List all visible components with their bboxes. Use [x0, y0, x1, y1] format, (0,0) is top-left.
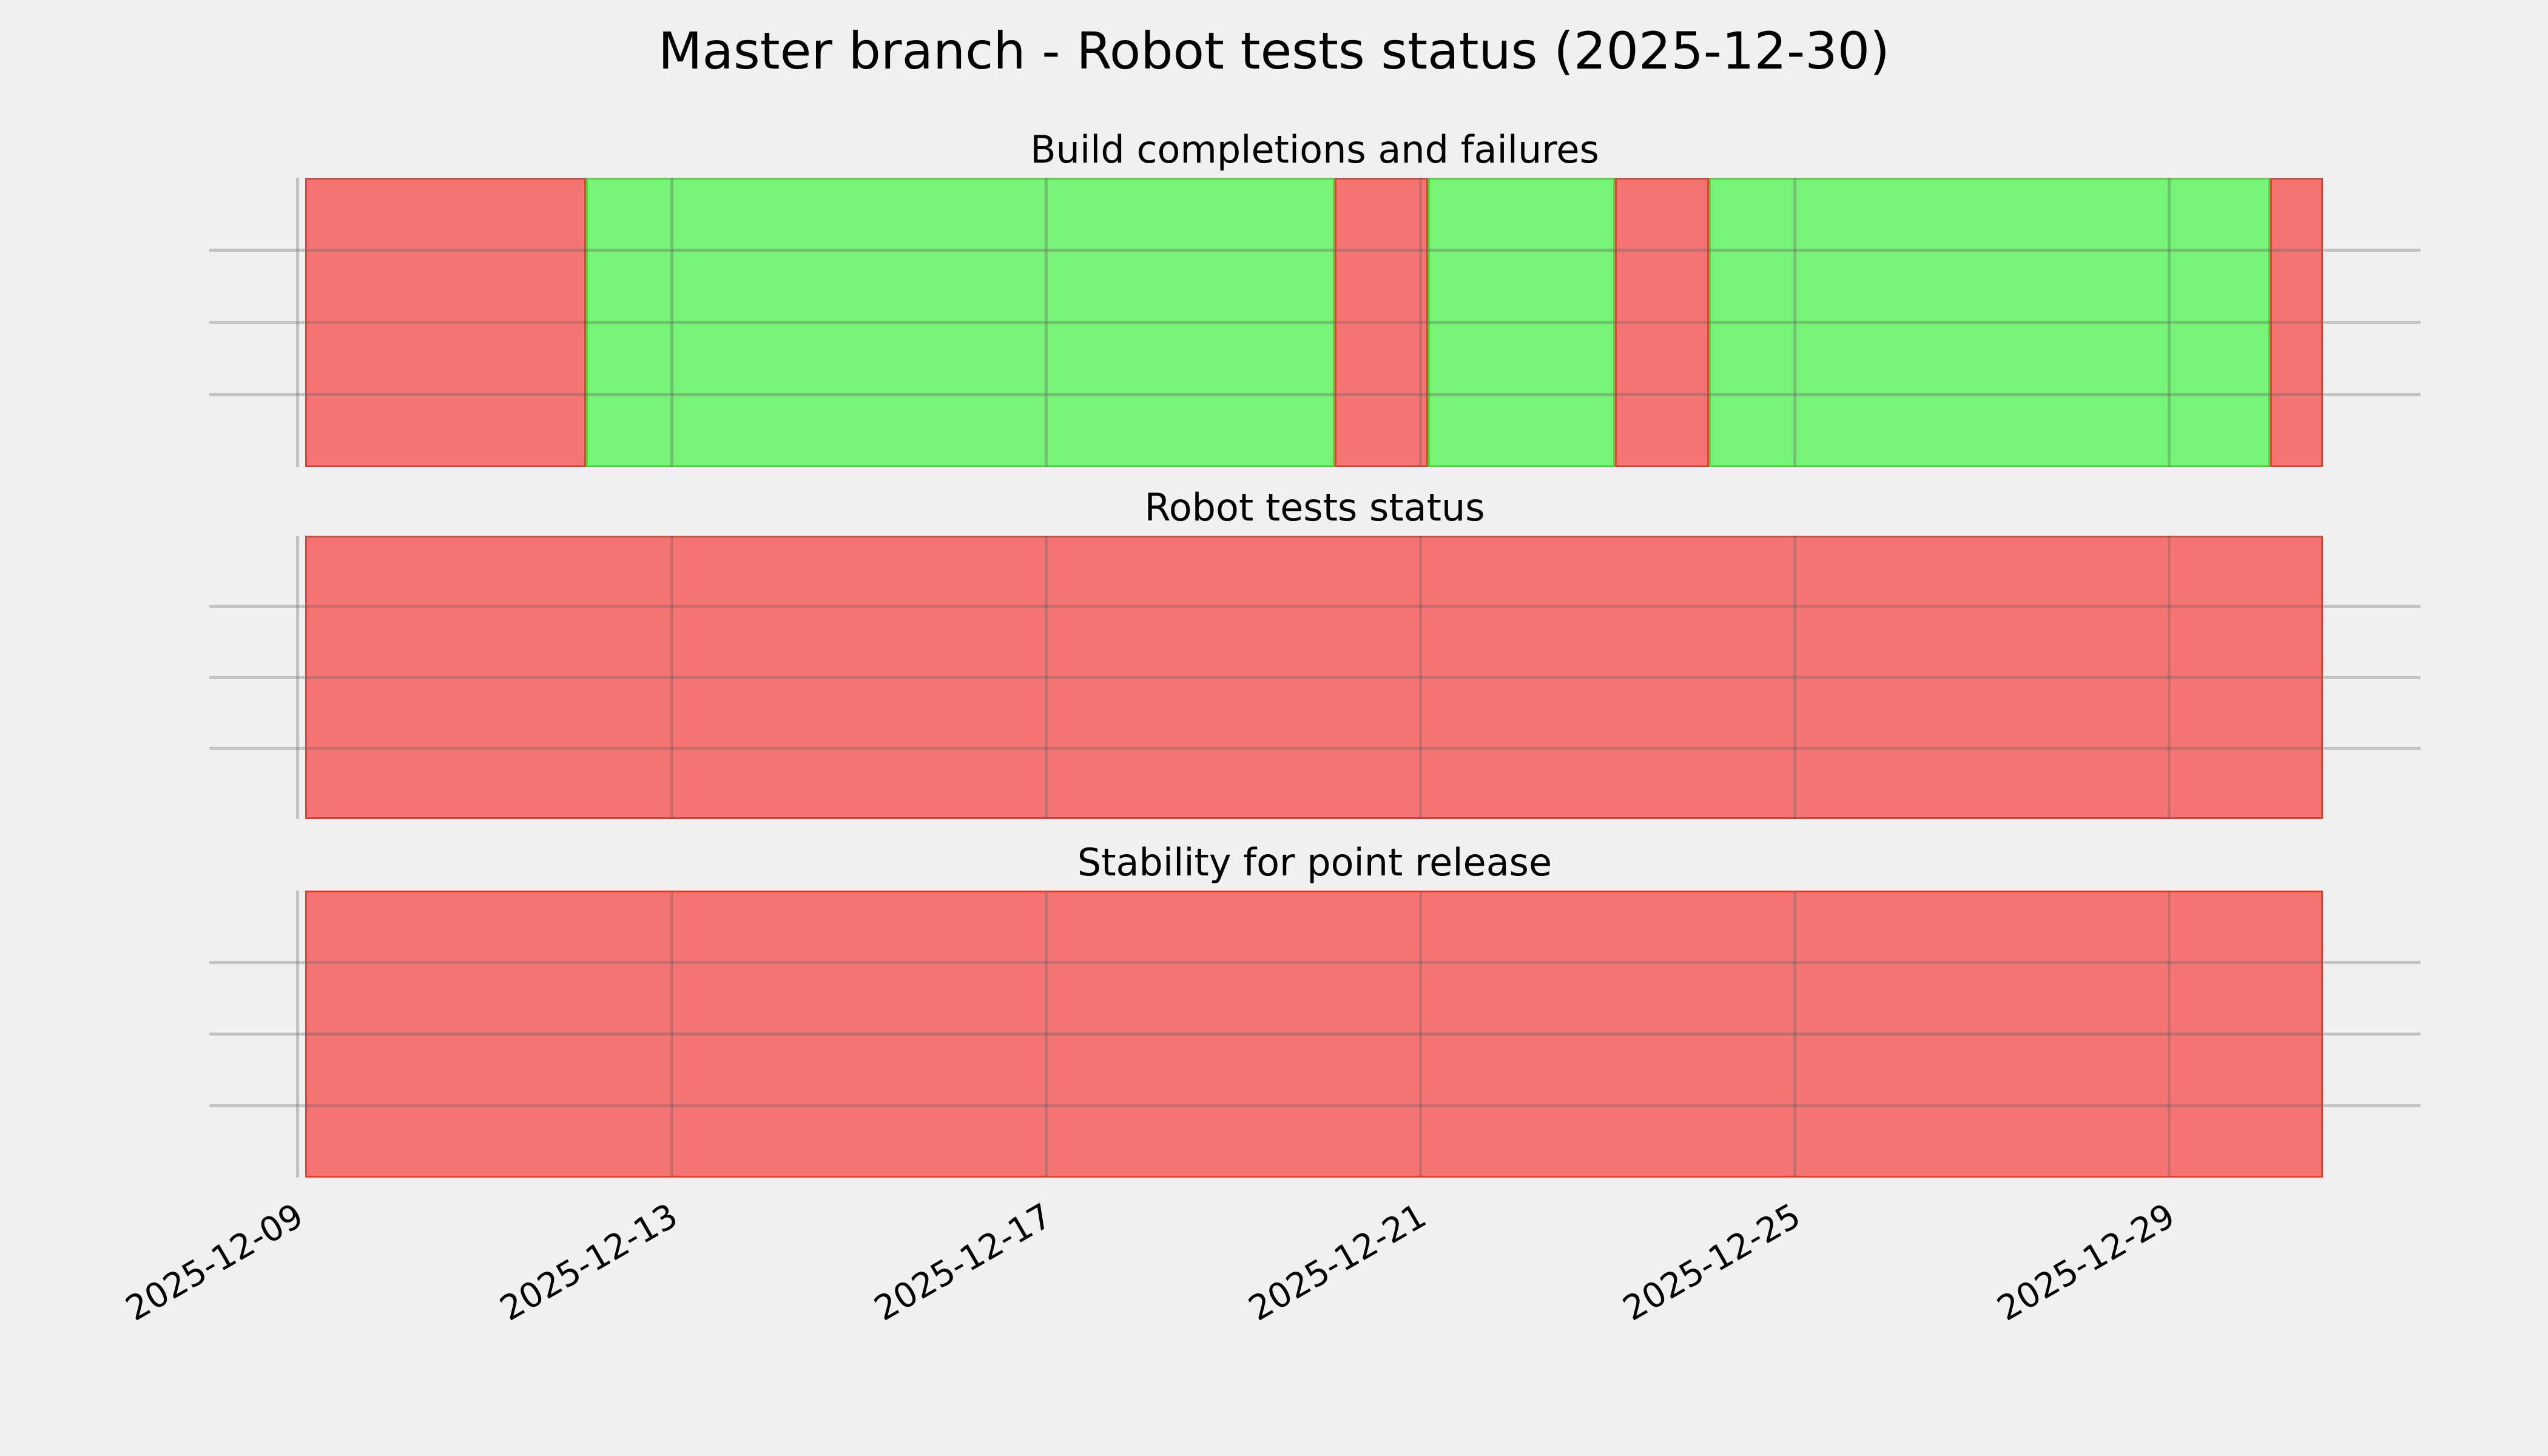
x-tick-label: 2025-12-29: [1990, 1196, 2182, 1329]
v-gridline: [1418, 891, 1422, 1178]
v-gridline: [2167, 891, 2171, 1178]
v-gridline: [1044, 536, 1048, 819]
x-tick-label: 2025-12-21: [1242, 1196, 1433, 1329]
status-segment-success: [1427, 178, 1616, 467]
h-gridline: [209, 248, 2421, 252]
panel-title: Robot tests status: [1144, 485, 1485, 530]
status-segment-failure: [305, 178, 586, 467]
v-gridline: [1418, 178, 1422, 467]
h-gridline: [209, 1104, 2421, 1108]
status-segment-failure: [1615, 178, 1709, 467]
h-gridline: [209, 321, 2421, 324]
status-segment-failure: [1334, 178, 1428, 467]
h-gridline: [209, 605, 2421, 608]
v-gridline: [2167, 178, 2171, 467]
v-gridline: [1793, 536, 1796, 819]
v-gridline: [1418, 536, 1422, 819]
x-tick-label: 2025-12-25: [1616, 1196, 1807, 1329]
status-segment-success: [585, 178, 1335, 467]
v-gridline: [1044, 178, 1048, 467]
v-gridline: [670, 536, 673, 819]
h-gridline: [209, 1033, 2421, 1036]
panel-title: Stability for point release: [1077, 840, 1552, 885]
status-segment-failure: [305, 536, 2323, 819]
h-gridline: [209, 393, 2421, 397]
status-segment-failure: [305, 891, 2323, 1178]
h-gridline: [209, 676, 2421, 679]
panel-title: Build completions and failures: [1030, 127, 1599, 172]
v-gridline: [670, 178, 673, 467]
x-tick-label: 2025-12-13: [493, 1196, 684, 1329]
v-gridline: [295, 536, 299, 819]
v-gridline: [670, 891, 673, 1178]
status-segment-success: [1708, 178, 2271, 467]
v-gridline: [1793, 891, 1796, 1178]
v-gridline: [295, 178, 299, 467]
v-gridline: [295, 891, 299, 1178]
v-gridline: [1044, 891, 1048, 1178]
h-gridline: [209, 960, 2421, 964]
v-gridline: [1793, 178, 1796, 467]
v-gridline: [2167, 536, 2171, 819]
status-segment-failure: [2270, 178, 2323, 467]
x-tick-label: 2025-12-17: [868, 1196, 1059, 1329]
h-gridline: [209, 746, 2421, 750]
figure-title: Master branch - Robot tests status (2025…: [658, 21, 1890, 81]
x-tick-label: 2025-12-09: [119, 1196, 310, 1329]
